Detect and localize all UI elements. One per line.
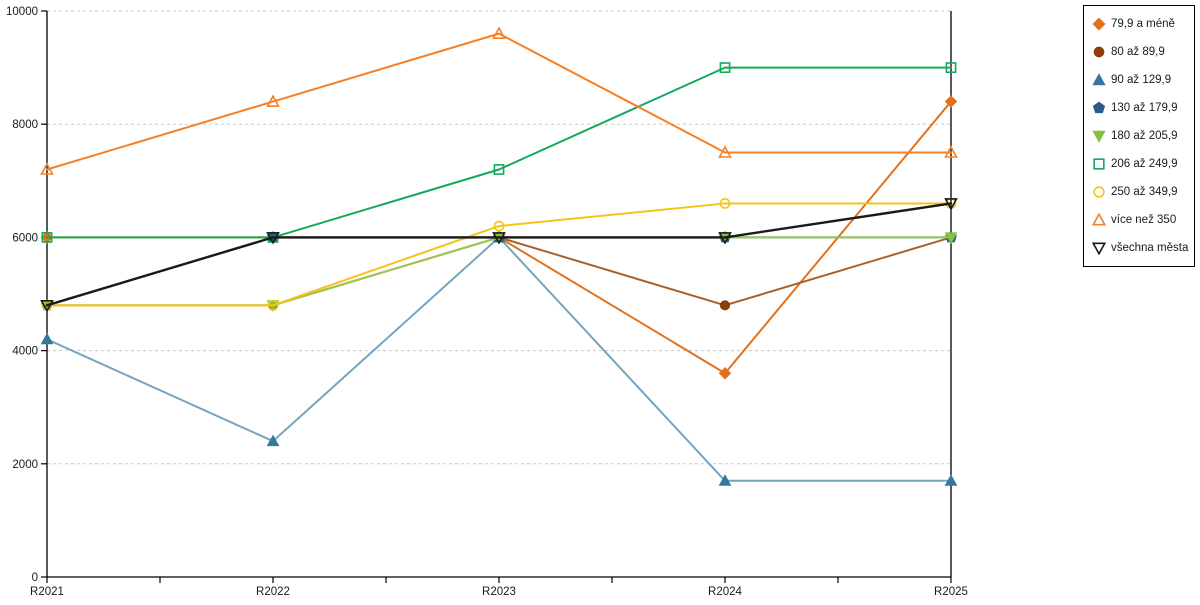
x-axis-tick-label: R2023 (482, 586, 516, 598)
data-point-marker (1092, 242, 1106, 255)
legend-item: 130 až 179,9 (1092, 101, 1194, 115)
legend-triangle-down-icon (1092, 242, 1106, 255)
legend-label: 90 až 129,9 (1111, 74, 1172, 86)
x-axis-tick-label: R2021 (30, 586, 64, 598)
x-axis-tick-label: R2025 (934, 586, 968, 598)
data-point-marker (944, 198, 958, 211)
legend-item: všechna města (1092, 241, 1194, 255)
chart-legend: 79,9 a méně 80 až 89,9 90 až 129,9 130 až 1… (1083, 5, 1195, 267)
data-point-marker (944, 232, 958, 244)
data-point-marker (945, 62, 957, 73)
y-axis-tick-label: 4000 (12, 346, 38, 358)
legend-label: 206 až 249,9 (1111, 158, 1178, 170)
data-point-marker (719, 62, 731, 73)
series-line (46, 202, 952, 307)
legend-triangle-up-icon (1092, 73, 1106, 86)
legend-item: 90 až 129,9 (1092, 73, 1194, 87)
legend-label: více než 350 (1111, 214, 1177, 226)
data-point-marker (266, 434, 280, 447)
legend-pentagon-icon (1092, 101, 1106, 114)
data-point-marker (718, 232, 732, 245)
data-point-marker (1092, 130, 1106, 143)
legend-triangle-up-icon (1092, 213, 1106, 226)
series-line (46, 66, 952, 239)
legend-square-icon (1093, 158, 1105, 170)
legend-label: 250 až 349,9 (1111, 186, 1178, 198)
x-axis-tick-label: R2024 (708, 586, 742, 598)
data-point-marker (493, 220, 505, 232)
series-line (46, 236, 952, 307)
data-point-marker (944, 95, 958, 108)
series-line (46, 236, 952, 482)
series-vsechna-mesta (40, 198, 958, 313)
series-line (45, 202, 953, 307)
data-point-marker (944, 474, 958, 486)
data-point-marker (1092, 213, 1106, 226)
legend-circle-icon (1093, 186, 1105, 198)
legend-item: 79,9 a méně (1092, 17, 1194, 31)
data-point-marker (719, 300, 731, 311)
legend-label: 80 až 89,9 (1111, 46, 1165, 58)
data-point-marker (718, 474, 732, 486)
data-point-marker (719, 198, 731, 209)
series-250-az-349-9 (41, 198, 957, 311)
series-line (46, 236, 952, 307)
legend-item: 250 až 349,9 (1092, 185, 1194, 199)
data-point-marker (1092, 101, 1106, 114)
series-line (46, 32, 952, 171)
legend-label: 180 až 205,9 (1111, 130, 1178, 142)
legend-item: 80 až 89,9 (1092, 45, 1194, 59)
data-point-marker (266, 94, 280, 107)
data-point-marker (266, 232, 280, 245)
data-point-marker (1092, 73, 1106, 86)
legend-circle-icon (1093, 46, 1105, 58)
data-point-marker (493, 164, 505, 175)
data-point-marker (1093, 186, 1105, 198)
data-point-marker (944, 145, 958, 158)
data-point-marker (1093, 158, 1105, 170)
data-point-marker (492, 26, 506, 39)
legend-item: 206 až 249,9 (1092, 157, 1194, 171)
y-axis-tick-label: 6000 (12, 232, 38, 244)
series-180-az-205-9 (40, 232, 958, 312)
series-90-az-129-9 (40, 230, 958, 486)
data-point-marker (718, 367, 732, 380)
data-point-marker (492, 232, 506, 245)
y-axis-tick-label: 10000 (6, 6, 38, 18)
legend-item: 180 až 205,9 (1092, 129, 1194, 143)
legend-item: více než 350 (1092, 213, 1194, 227)
legend-label: 130 až 179,9 (1111, 102, 1178, 114)
data-point-marker (1092, 17, 1106, 31)
data-point-marker (40, 162, 54, 175)
data-point-marker (1093, 46, 1105, 58)
y-axis-tick-label: 8000 (12, 119, 38, 131)
legend-triangle-down-icon (1092, 130, 1106, 143)
data-point-marker (41, 232, 53, 243)
data-point-marker (40, 300, 54, 313)
data-point-marker (40, 332, 54, 345)
legend-label: 79,9 a méně (1111, 18, 1175, 30)
series-vice-nez-350 (40, 26, 958, 175)
series-line (46, 236, 952, 307)
legend-label: všechna města (1111, 242, 1189, 254)
data-point-marker (718, 145, 732, 158)
data-point-marker (267, 299, 279, 311)
y-axis-tick-label: 2000 (12, 459, 38, 471)
y-axis-tick-label: 0 (32, 572, 38, 584)
x-axis-tick-label: R2022 (256, 586, 290, 598)
legend-diamond-icon (1092, 17, 1106, 31)
